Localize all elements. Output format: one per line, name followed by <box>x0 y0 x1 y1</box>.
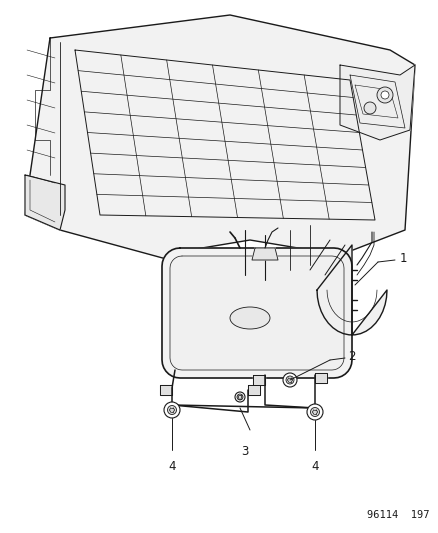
Circle shape <box>237 394 243 400</box>
Circle shape <box>285 376 293 384</box>
Polygon shape <box>339 65 414 140</box>
Ellipse shape <box>230 307 269 329</box>
Circle shape <box>164 402 180 418</box>
Polygon shape <box>25 15 414 260</box>
Circle shape <box>234 392 244 402</box>
Polygon shape <box>170 256 343 370</box>
Text: 2: 2 <box>347 351 355 364</box>
Circle shape <box>306 404 322 420</box>
Polygon shape <box>25 175 65 230</box>
Text: 1: 1 <box>399 252 406 264</box>
Polygon shape <box>162 248 351 378</box>
Text: 4: 4 <box>311 460 318 473</box>
Text: 96114  197: 96114 197 <box>367 510 429 520</box>
Circle shape <box>363 102 375 114</box>
Polygon shape <box>247 385 259 395</box>
Text: 3: 3 <box>241 445 248 458</box>
Polygon shape <box>159 385 172 395</box>
Text: 4: 4 <box>168 460 175 473</box>
Circle shape <box>283 373 297 387</box>
Circle shape <box>310 408 319 416</box>
Circle shape <box>376 87 392 103</box>
Polygon shape <box>316 245 386 335</box>
Polygon shape <box>252 375 265 385</box>
Circle shape <box>380 91 388 99</box>
Polygon shape <box>251 248 277 260</box>
Polygon shape <box>314 373 326 383</box>
Circle shape <box>167 406 176 415</box>
